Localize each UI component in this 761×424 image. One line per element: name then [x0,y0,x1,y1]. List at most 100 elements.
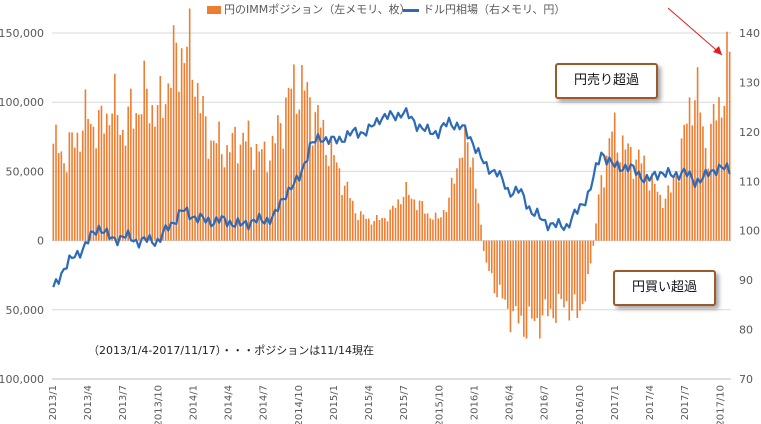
position-bar [162,117,164,241]
position-bar [498,240,501,285]
position-bar [482,240,485,251]
position-bar [261,149,263,241]
position-bar [186,46,188,241]
position-bar [178,91,180,241]
x-axis-tick-label: 2014/4 [224,385,235,420]
position-bar [351,200,354,241]
left-axis-tick-label: 100,000 [0,96,44,109]
x-axis-tick-label: 2015/4 [364,385,375,420]
right-axis-tick-label: 100 [739,225,760,238]
position-bar [191,79,194,241]
position-bar [180,48,183,241]
position-bar [568,240,571,321]
position-bar [680,138,683,241]
right-axis-tick-label: 70 [739,373,753,386]
position-bar [480,224,482,241]
position-bar [421,201,424,241]
position-bar [485,240,488,263]
position-bar [410,198,413,241]
position-bar [389,209,391,241]
position-bar [63,163,65,241]
x-axis-tick-label: 2014/7 [259,385,270,420]
position-bar [311,145,314,241]
position-bar [413,199,416,241]
position-bar [635,159,637,241]
position-bar [528,240,530,307]
position-bar [97,110,100,241]
position-bar [512,240,514,312]
legend-bar-entry: 円のIMMポジション（左メモリ、枚） [207,1,411,17]
position-bar [317,105,319,241]
position-bar [509,240,512,333]
position-bar [694,100,696,241]
position-bar [327,166,330,241]
position-bar [207,158,210,241]
position-bar [629,146,632,241]
position-bar [384,218,386,241]
right-axis-tick-label: 80 [739,324,753,337]
position-bar [539,240,541,339]
position-bar [87,118,89,241]
x-axis-tick-label: 2016/1 [469,385,480,420]
position-bar [608,138,611,241]
position-bar [587,240,589,275]
x-axis-tick-label: 2016/7 [540,385,551,420]
x-axis-tick-label: 2017/1 [610,385,621,420]
position-bar [89,124,92,241]
position-bar [271,135,274,241]
position-bar [298,109,301,241]
position-bar [392,205,394,241]
position-bar [183,63,186,241]
position-bar [579,240,581,311]
position-bar [146,88,148,241]
position-bar [662,208,664,241]
position-bar [416,210,418,241]
position-bar [472,157,474,241]
position-bar [517,240,520,324]
position-bar [683,124,686,241]
position-bar [619,162,621,241]
position-bar [215,143,218,241]
left-axis-tick-label: 150,000 [0,27,44,40]
position-bar [287,87,290,241]
position-bar [106,113,108,241]
position-bar [549,240,552,309]
position-bar [314,112,317,241]
position-bar [247,120,250,241]
position-bar [199,113,202,241]
x-axis-tick-label: 2017/10 [715,385,726,424]
position-bar [702,126,704,241]
position-bar [450,177,453,241]
position-bar [547,240,549,317]
position-bar [643,155,645,241]
position-bar [520,240,522,316]
position-bar [576,240,579,318]
position-bar [279,123,282,241]
position-bar [293,64,295,241]
position-bar [501,240,504,299]
position-bar [341,194,343,241]
x-axis-tick-label: 2017/7 [680,385,691,420]
right-axis-tick-label: 120 [739,126,760,139]
position-bar [560,240,563,300]
position-bar [135,113,137,241]
position-bar [597,194,600,241]
position-bar [119,134,121,241]
position-bar [600,175,603,241]
position-bar [445,211,448,241]
position-bar [343,185,346,241]
position-bar [563,240,565,308]
position-bar [143,60,146,241]
position-bar [504,240,506,300]
yen-sell-excess-box: 円売り超過 [555,63,658,99]
position-bar [124,145,127,241]
position-bar [493,240,496,294]
right-axis-tick-label: 90 [739,274,753,287]
position-bar [645,177,648,241]
position-bar [226,145,228,241]
position-bar [477,203,480,241]
x-axis-tick-label: 2013/7 [118,385,129,420]
x-axis-tick-label: 2014/1 [188,385,199,420]
annotation-arrow-head [713,46,722,55]
